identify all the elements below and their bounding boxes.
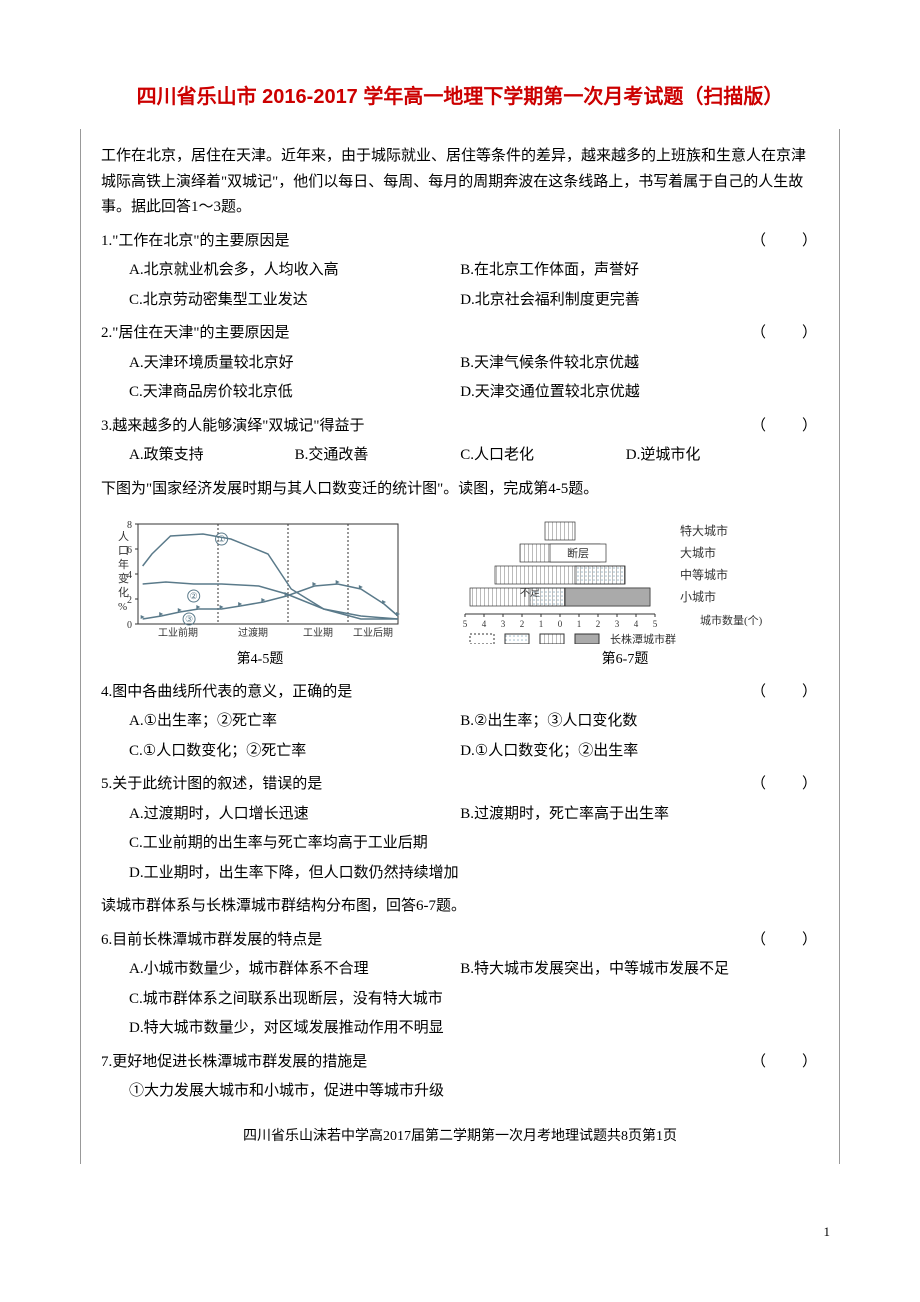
svg-text:③: ③ bbox=[185, 614, 193, 624]
svg-text:特大城市: 特大城市 bbox=[680, 523, 728, 538]
q1-d: D.北京社会福利制度更完善 bbox=[460, 288, 791, 314]
q1-paren: （ ） bbox=[751, 229, 819, 255]
svg-text:工业期: 工业期 bbox=[303, 627, 333, 639]
q6-b: B.特大城市发展突出，中等城市发展不足 bbox=[460, 957, 791, 983]
svg-text:4: 4 bbox=[482, 619, 487, 629]
q3-c: C.人口老化 bbox=[460, 443, 626, 469]
fig-67: 断层不足不足54321012345城市数量(个)特大城市大城市中等城市小城市长株… bbox=[440, 514, 810, 672]
q3-b: B.交通改善 bbox=[295, 443, 461, 469]
svg-text:过渡期: 过渡期 bbox=[238, 626, 268, 639]
svg-text:口: 口 bbox=[118, 545, 129, 557]
svg-text:①: ① bbox=[218, 534, 226, 544]
svg-text:大城市: 大城市 bbox=[680, 545, 716, 560]
q5-stem: 5.关于此统计图的叙述，错误的是 bbox=[101, 772, 751, 798]
q1-stem: 1."工作在北京"的主要原因是 bbox=[101, 229, 751, 255]
q7-row: 7.更好地促进长株潭城市群发展的措施是 （ ） bbox=[101, 1050, 819, 1076]
q3-options: A.政策支持 B.交通改善 C.人口老化 D.逆城市化 bbox=[129, 439, 819, 469]
figure-row: 02468人口年变化%工业前期过渡期工业期工业后期①②③ 第4-5题 断层不足不… bbox=[101, 514, 819, 672]
q5-row: 5.关于此统计图的叙述，错误的是 （ ） bbox=[101, 772, 819, 798]
q1-b: B.在北京工作体面，声誉好 bbox=[460, 258, 791, 284]
fig-45: 02468人口年变化%工业前期过渡期工业期工业后期①②③ 第4-5题 bbox=[110, 514, 410, 672]
q4-c: C.①人口数变化；②死亡率 bbox=[129, 739, 460, 765]
svg-text:工业后期: 工业后期 bbox=[353, 627, 393, 639]
q5-paren: （ ） bbox=[751, 772, 819, 798]
q7-stem: 7.更好地促进长株潭城市群发展的措施是 bbox=[101, 1050, 751, 1076]
q5-d: D.工业期时，出生率下降，但人口数仍然持续增加 bbox=[129, 861, 819, 887]
q6-a: A.小城市数量少，城市群体系不合理 bbox=[129, 957, 460, 983]
svg-text:断层: 断层 bbox=[567, 546, 589, 560]
svg-text:长株潭城市群: 长株潭城市群 bbox=[610, 632, 676, 644]
svg-text:人: 人 bbox=[118, 530, 129, 543]
svg-text:1: 1 bbox=[577, 619, 582, 629]
svg-text:0: 0 bbox=[127, 620, 132, 631]
q4-paren: （ ） bbox=[751, 680, 819, 706]
fig67-label: 第6-7题 bbox=[602, 648, 649, 672]
q7-paren: （ ） bbox=[751, 1050, 819, 1076]
page-title: 四川省乐山市 2016-2017 学年高一地理下学期第一次月考试题（扫描版） bbox=[80, 80, 840, 109]
exam-content: 工作在北京，居住在天津。近年来，由于城际就业、居住等条件的差异，越来越多的上班族… bbox=[80, 129, 840, 1164]
q2-a: A.天津环境质量较北京好 bbox=[129, 351, 460, 377]
q7-opt1: ①大力发展大城市和小城市，促进中等城市升级 bbox=[129, 1079, 819, 1105]
svg-text:8: 8 bbox=[127, 520, 132, 531]
q6-d: D.特大城市数量少，对区域发展推动作用不明显 bbox=[129, 1016, 819, 1042]
q5-c: C.工业前期的出生率与死亡率均高于工业后期 bbox=[129, 831, 819, 857]
q4-row: 4.图中各曲线所代表的意义，正确的是 （ ） bbox=[101, 680, 819, 706]
passage-3: 读城市群体系与长株潭城市群结构分布图，回答6-7题。 bbox=[101, 894, 819, 920]
svg-text:%: % bbox=[118, 601, 127, 613]
svg-text:中等城市: 中等城市 bbox=[680, 567, 728, 582]
q3-paren: （ ） bbox=[751, 414, 819, 440]
passage-2: 下图为"国家经济发展时期与其人口数变迁的统计图"。读图，完成第4-5题。 bbox=[101, 477, 819, 503]
svg-text:2: 2 bbox=[520, 619, 525, 629]
q3-row: 3.越来越多的人能够演绎"双城记"得益于 （ ） bbox=[101, 414, 819, 440]
q4-stem: 4.图中各曲线所代表的意义，正确的是 bbox=[101, 680, 751, 706]
q1-a: A.北京就业机会多，人均收入高 bbox=[129, 258, 460, 284]
svg-text:3: 3 bbox=[501, 619, 506, 629]
svg-text:0: 0 bbox=[558, 619, 563, 629]
svg-text:5: 5 bbox=[463, 619, 468, 629]
q4-d: D.①人口数变化；②出生率 bbox=[460, 739, 791, 765]
q3-stem: 3.越来越多的人能够演绎"双城记"得益于 bbox=[101, 414, 751, 440]
q2-paren: （ ） bbox=[751, 321, 819, 347]
q5-a: A.过渡期时，人口增长迅速 bbox=[129, 802, 460, 828]
svg-text:城市数量(个): 城市数量(个) bbox=[700, 613, 763, 627]
svg-text:工业前期: 工业前期 bbox=[158, 626, 198, 639]
svg-text:化: 化 bbox=[118, 585, 129, 599]
svg-text:变: 变 bbox=[118, 571, 129, 585]
q6-stem: 6.目前长株潭城市群发展的特点是 bbox=[101, 928, 751, 954]
q1-options: A.北京就业机会多，人均收入高 B.在北京工作体面，声誉好 C.北京劳动密集型工… bbox=[129, 254, 819, 313]
q2-d: D.天津交通位置较北京优越 bbox=[460, 380, 791, 406]
svg-text:年: 年 bbox=[118, 557, 129, 571]
svg-text:1: 1 bbox=[539, 619, 544, 629]
q6-c: C.城市群体系之间联系出现断层，没有特大城市 bbox=[129, 987, 819, 1013]
q6-row: 6.目前长株潭城市群发展的特点是 （ ） bbox=[101, 928, 819, 954]
q2-stem: 2."居住在天津"的主要原因是 bbox=[101, 321, 751, 347]
q3-d: D.逆城市化 bbox=[626, 443, 792, 469]
q2-b: B.天津气候条件较北京优越 bbox=[460, 351, 791, 377]
svg-text:4: 4 bbox=[634, 619, 639, 629]
q6-paren: （ ） bbox=[751, 928, 819, 954]
q4-options: A.①出生率；②死亡率 B.②出生率；③人口变化数 C.①人口数变化；②死亡率 … bbox=[129, 705, 819, 764]
q1-c: C.北京劳动密集型工业发达 bbox=[129, 288, 460, 314]
passage-1: 工作在北京，居住在天津。近年来，由于城际就业、居住等条件的差异，越来越多的上班族… bbox=[101, 144, 819, 221]
q3-a: A.政策支持 bbox=[129, 443, 295, 469]
svg-text:②: ② bbox=[190, 591, 198, 601]
q2-row: 2."居住在天津"的主要原因是 （ ） bbox=[101, 321, 819, 347]
chart-45: 02468人口年变化%工业前期过渡期工业期工业后期①②③ bbox=[110, 514, 410, 644]
q5-options: A.过渡期时，人口增长迅速 B.过渡期时，死亡率高于出生率 bbox=[129, 798, 819, 828]
q4-a: A.①出生率；②死亡率 bbox=[129, 709, 460, 735]
svg-text:5: 5 bbox=[653, 619, 658, 629]
q2-c: C.天津商品房价较北京低 bbox=[129, 380, 460, 406]
page-footer: 四川省乐山沫若中学高2017届第二学期第一次月考地理试题共8页第1页 bbox=[101, 1125, 819, 1149]
svg-text:3: 3 bbox=[615, 619, 620, 629]
chart-67: 断层不足不足54321012345城市数量(个)特大城市大城市中等城市小城市长株… bbox=[440, 514, 810, 644]
q1-row: 1."工作在北京"的主要原因是 （ ） bbox=[101, 229, 819, 255]
svg-text:小城市: 小城市 bbox=[680, 589, 716, 604]
q5-b: B.过渡期时，死亡率高于出生率 bbox=[460, 802, 791, 828]
q4-b: B.②出生率；③人口变化数 bbox=[460, 709, 791, 735]
q6-options: A.小城市数量少，城市群体系不合理 B.特大城市发展突出，中等城市发展不足 bbox=[129, 953, 819, 983]
page-number: 1 bbox=[80, 1224, 840, 1240]
fig45-label: 第4-5题 bbox=[237, 648, 284, 672]
q2-options: A.天津环境质量较北京好 B.天津气候条件较北京优越 C.天津商品房价较北京低 … bbox=[129, 347, 819, 406]
svg-text:2: 2 bbox=[596, 619, 601, 629]
